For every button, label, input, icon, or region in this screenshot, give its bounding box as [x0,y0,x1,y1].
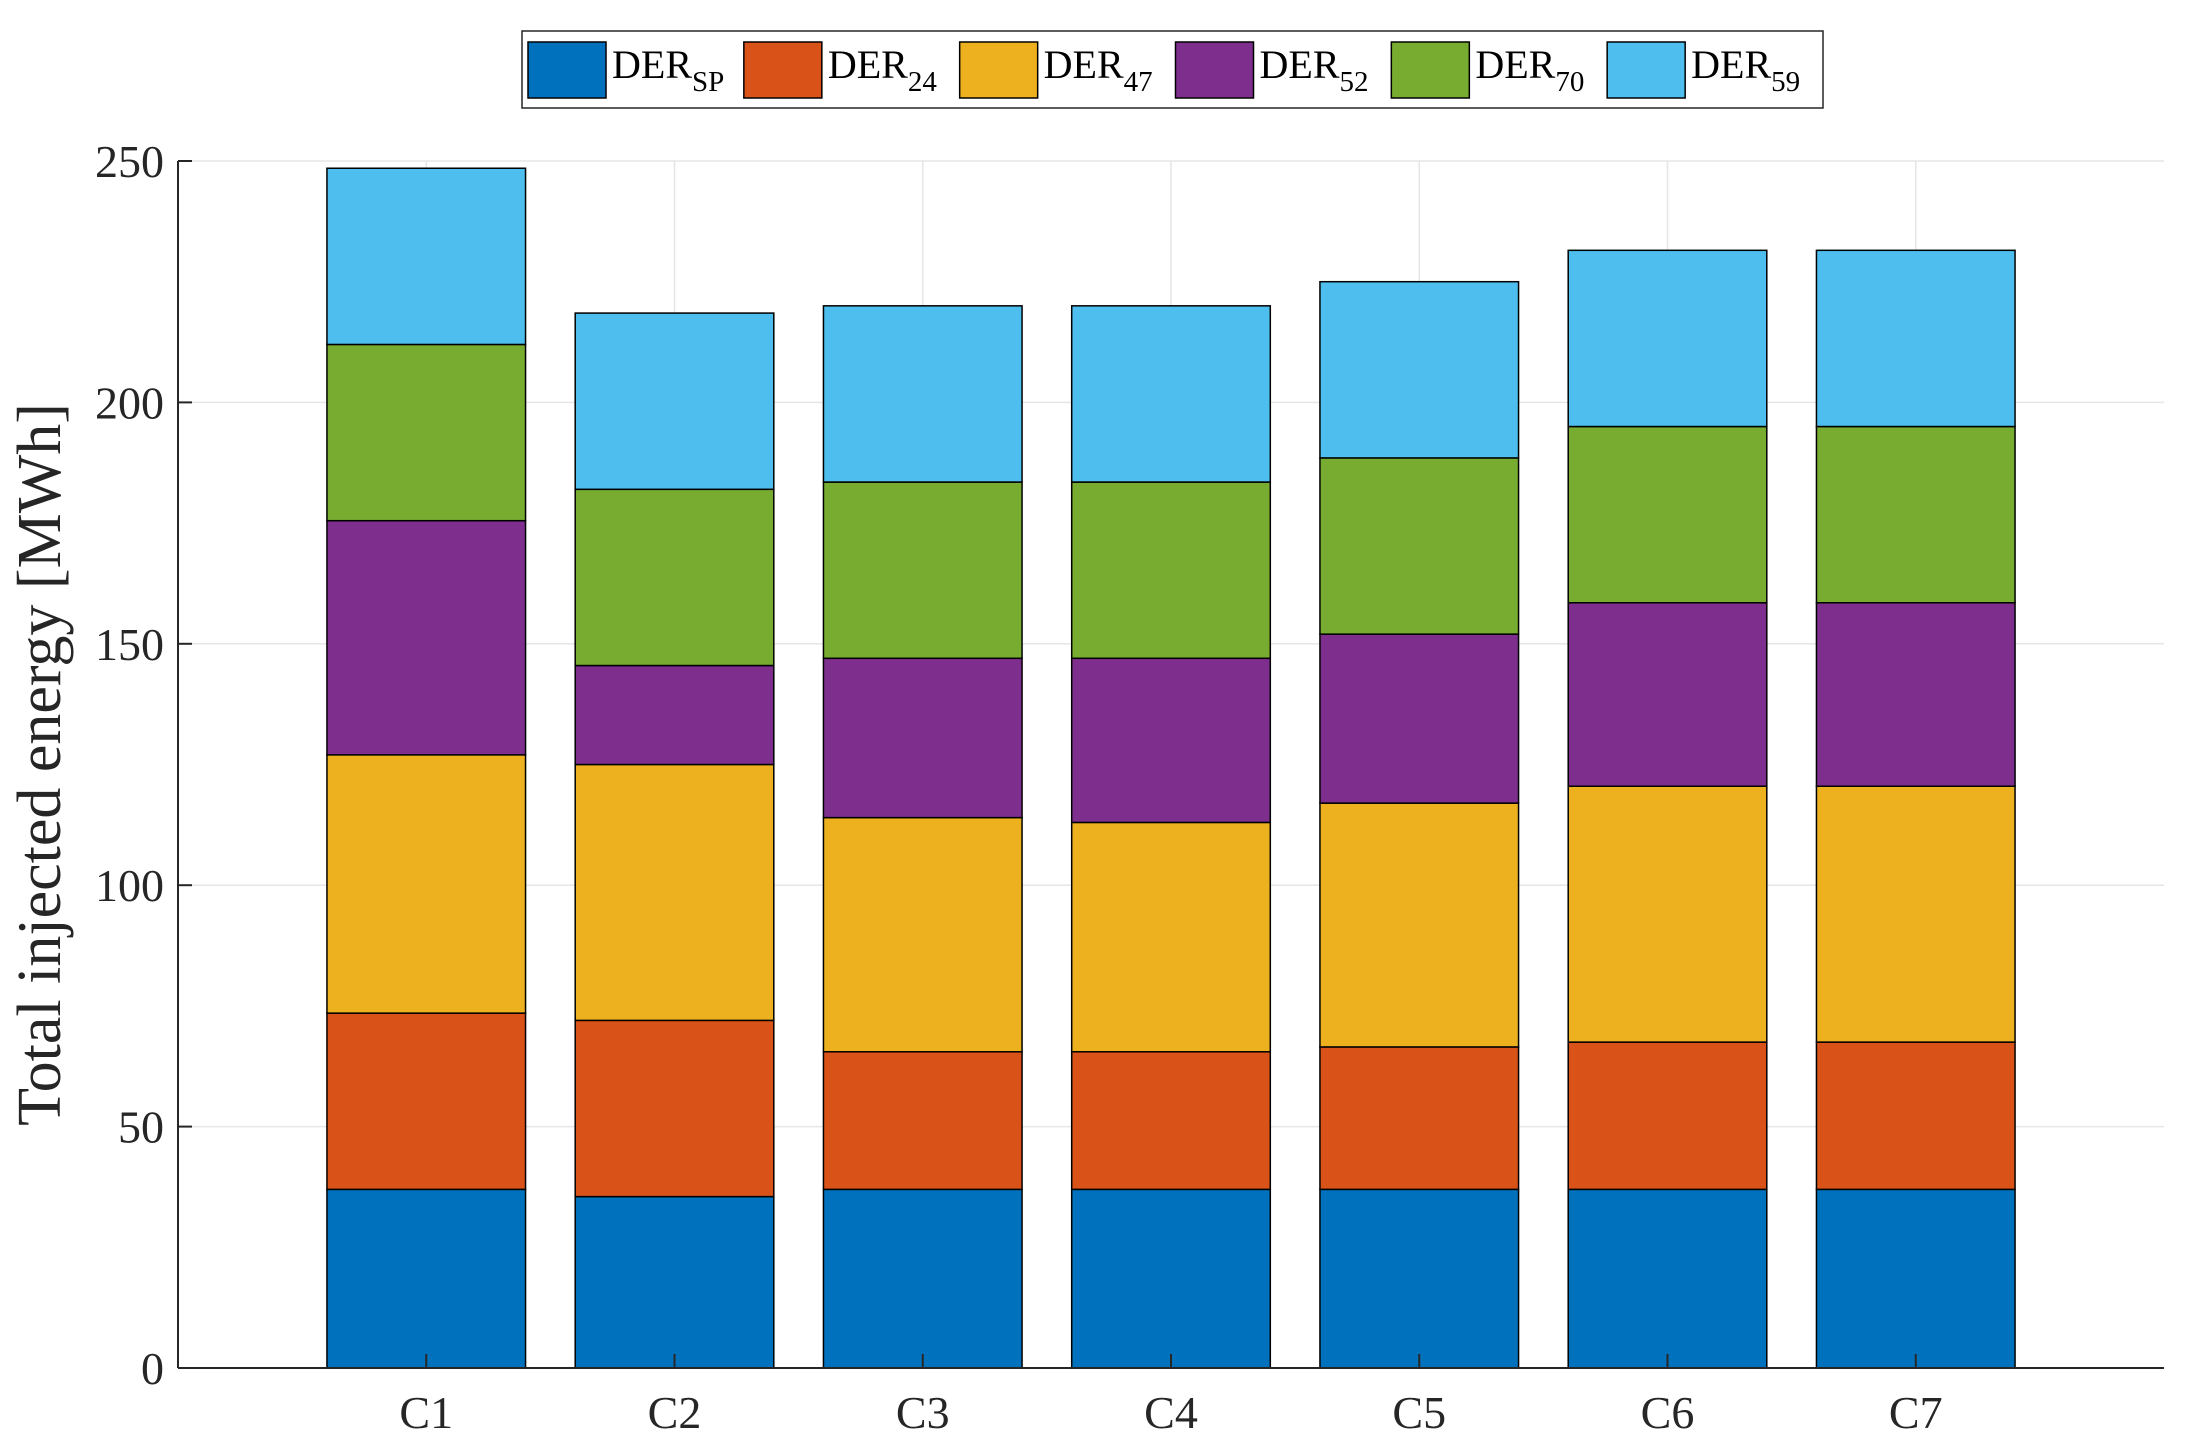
y-tick-label: 50 [118,1102,164,1153]
legend-label-der59: DER59 [1691,42,1800,98]
y-tick-label: 250 [95,136,164,187]
x-tick-label: C1 [399,1387,453,1438]
bar-segment-c6-der59 [1567,249,1768,428]
legend-label-dersp: DERSP [612,42,724,98]
bar-segment-c4-der52 [1070,657,1272,824]
bar-segment-c1-der24 [326,1012,527,1191]
bar-segment-c5-der59 [1319,280,1520,459]
x-tick-label: C5 [1392,1387,1446,1438]
bar-segment-c3-dersp [822,1188,1023,1369]
bar-segment-c6-der52 [1567,602,1768,787]
bar-segment-c5-der52 [1319,633,1520,804]
x-tick-label: C4 [1144,1387,1198,1438]
bars [326,167,2016,1369]
bar-segment-c6-der47 [1567,785,1768,1043]
x-tick-label: C6 [1641,1387,1695,1438]
legend-swatch-der70 [1390,41,1471,99]
bar-segment-c1-der59 [326,167,527,346]
legend-swatch-der47 [958,41,1039,99]
bar-segment-c3-der70 [822,481,1023,660]
legend-label-der24: DER24 [828,42,938,98]
bar-segment-c2-der70 [574,488,775,667]
bar-segment-c3-der24 [822,1051,1023,1191]
legend: DERSP DER24 DER47 DER52 DER70 DER59 [521,30,1824,109]
bar-segment-c7-der70 [1815,425,2016,604]
bar-segment-c1-der47 [326,754,527,1014]
legend-label-der70: DER70 [1475,42,1584,98]
legend-box [521,30,1824,109]
bar-segment-c6-der24 [1567,1041,1768,1191]
bar-segment-c7-der59 [1815,249,2016,428]
bar-segment-c7-der52 [1815,602,2016,787]
bar-segment-c1-dersp [326,1188,527,1369]
axes [177,160,2164,1369]
bar-segment-c7-der24 [1815,1041,2016,1191]
bar-segment-c2-der47 [574,763,775,1022]
y-tick-label: 100 [95,860,164,911]
x-tick-label: C3 [896,1387,950,1438]
y-tick-label: 200 [95,377,164,428]
bar-segment-c2-der59 [574,312,775,491]
bar-segment-c7-dersp [1815,1188,2016,1369]
bar-segment-c3-der52 [822,657,1023,819]
legend-label-der52: DER52 [1260,42,1369,98]
y-tick-label: 0 [141,1343,164,1394]
tick-labels: 0 50 100 150 200 250 C1 C2 C3 C4 C5 C6 C7 [95,136,1943,1438]
legend-swatch-der59 [1606,41,1686,99]
bar-segment-c2-der52 [574,664,775,766]
legend-swatch-dersp [527,41,607,99]
bar-segment-c1-der70 [326,343,527,522]
bar-segment-c4-der70 [1070,481,1272,660]
y-tick-label: 150 [95,619,164,670]
bar-segment-c2-der24 [574,1019,775,1198]
bar-segment-c3-der59 [822,305,1023,483]
legend-label-der47: DER47 [1044,42,1153,98]
bar-segment-c4-dersp [1070,1188,1272,1369]
bar-segment-c5-der24 [1319,1046,1520,1191]
bar-segment-c5-der70 [1319,457,1520,635]
bar-segment-c7-der47 [1815,785,2016,1043]
bar-segment-c2-dersp [574,1195,775,1369]
bar-segment-c5-der47 [1319,802,1520,1048]
bar-segment-c1-der52 [326,519,527,756]
legend-swatch-der24 [743,41,823,99]
legend-swatch-der52 [1174,41,1255,99]
bar-segment-c6-der70 [1567,425,1768,604]
x-tick-label: C2 [648,1387,702,1438]
bar-segment-c5-dersp [1319,1188,1520,1369]
bar-segment-c4-der47 [1070,821,1272,1053]
bar-segment-c4-der24 [1070,1051,1272,1191]
x-tick-label: C7 [1889,1387,1943,1438]
bar-segment-c6-dersp [1567,1188,1768,1369]
bar-segment-c4-der59 [1070,305,1272,483]
y-axis-label: Total injected energy [MWh] [6,403,74,1126]
bar-segment-c3-der47 [822,816,1023,1053]
